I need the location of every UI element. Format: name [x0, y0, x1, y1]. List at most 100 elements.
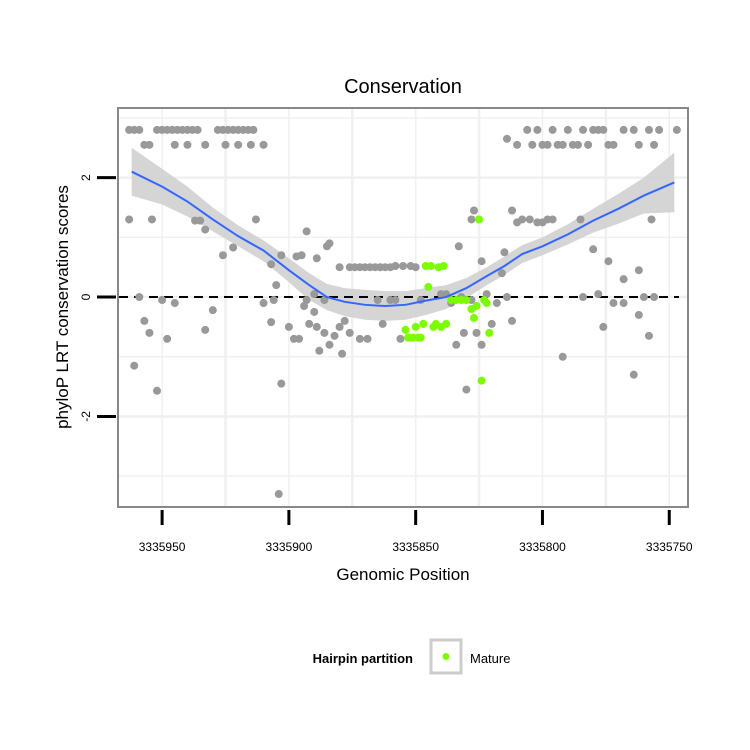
- data-point-other: [130, 361, 139, 370]
- data-point-other: [345, 328, 354, 337]
- data-point-other: [528, 140, 537, 149]
- data-point-other: [523, 125, 532, 134]
- legend-key-mature: [442, 653, 450, 660]
- data-point-other: [558, 140, 567, 149]
- data-point-other: [497, 269, 506, 278]
- data-point-other: [221, 140, 230, 149]
- data-point-other: [320, 328, 329, 337]
- data-point-other: [325, 239, 334, 248]
- data-point-other: [619, 125, 628, 134]
- data-point-other: [201, 140, 210, 149]
- data-point-other: [277, 379, 286, 388]
- data-point-other: [251, 215, 260, 224]
- data-point-other: [584, 140, 593, 149]
- data-point-other: [462, 385, 471, 394]
- data-point-other: [650, 293, 659, 302]
- data-point-other: [589, 245, 598, 254]
- data-point-mature: [411, 322, 420, 331]
- data-point-other: [310, 290, 319, 299]
- legend-label-mature: Mature: [470, 651, 510, 666]
- data-point-other: [277, 251, 286, 260]
- data-point-other: [604, 257, 613, 266]
- data-point-other: [259, 299, 268, 308]
- data-point-other: [335, 322, 344, 331]
- data-point-other: [218, 251, 227, 260]
- data-point-other: [579, 293, 588, 302]
- data-point-other: [647, 215, 656, 224]
- data-point-other: [193, 125, 202, 134]
- data-point-other: [272, 281, 281, 290]
- data-point-mature: [416, 333, 425, 342]
- data-point-other: [492, 299, 501, 308]
- data-point-other: [315, 346, 324, 355]
- data-point-other: [452, 340, 461, 349]
- data-point-other: [576, 215, 585, 224]
- data-point-other: [310, 307, 319, 316]
- data-point-other: [500, 248, 509, 257]
- data-point-other: [234, 140, 243, 149]
- data-point-mature: [482, 299, 491, 308]
- data-point-other: [338, 349, 347, 358]
- data-point-other: [158, 296, 167, 305]
- data-point-other: [135, 293, 144, 302]
- data-point-other: [609, 140, 618, 149]
- data-point-mature: [485, 328, 494, 337]
- data-point-other: [363, 334, 372, 343]
- data-point-mature: [470, 313, 478, 322]
- data-point-other: [305, 319, 314, 328]
- data-point-other: [629, 125, 638, 134]
- data-point-other: [325, 340, 334, 349]
- data-point-other: [644, 125, 653, 134]
- data-point-other: [477, 340, 486, 349]
- legend-key-box: [429, 638, 463, 675]
- data-point-other: [459, 328, 468, 337]
- data-point-other: [579, 125, 588, 134]
- data-point-other: [300, 302, 309, 311]
- data-point-other: [145, 328, 154, 337]
- data-point-other: [145, 140, 154, 149]
- data-point-other: [482, 290, 491, 299]
- plot-frame: [117, 107, 689, 508]
- plot-panel: [119, 109, 687, 506]
- x-tick-label: 3335850: [392, 540, 439, 554]
- x-axis-title: Genomic Position: [336, 565, 469, 584]
- data-point-other: [513, 140, 522, 149]
- data-point-other: [594, 290, 603, 299]
- data-point-other: [548, 215, 557, 224]
- data-point-mature: [401, 325, 410, 334]
- data-point-other: [249, 125, 258, 134]
- x-tick-label: 3335800: [519, 540, 566, 554]
- data-point-other: [335, 263, 344, 272]
- data-point-other: [274, 490, 283, 499]
- data-point-mature: [472, 302, 481, 311]
- data-point-other: [639, 293, 648, 302]
- data-point-other: [558, 352, 567, 361]
- data-point-other: [355, 334, 364, 343]
- data-point-other: [467, 215, 476, 224]
- chart-title: Conservation: [344, 76, 462, 98]
- data-point-mature: [442, 319, 451, 328]
- y-tick-label: -2: [79, 411, 93, 422]
- data-point-other: [599, 322, 608, 331]
- y-tick-label: 0: [79, 293, 93, 300]
- data-point-other: [297, 251, 306, 260]
- data-point-other: [563, 125, 572, 134]
- data-point-other: [140, 316, 149, 325]
- data-point-other: [619, 299, 628, 308]
- data-point-other: [502, 134, 511, 143]
- data-point-other: [629, 370, 638, 379]
- data-point-other: [543, 140, 552, 149]
- data-point-other: [508, 316, 517, 325]
- data-point-mature: [462, 296, 471, 305]
- data-point-other: [196, 216, 205, 225]
- data-point-other: [619, 275, 628, 284]
- y-axis-title: phyloP LRT conservation scores: [53, 185, 72, 429]
- legend-title: Hairpin partition: [313, 651, 413, 666]
- data-point-other: [183, 140, 192, 149]
- data-point-other: [609, 299, 618, 308]
- data-point-other: [634, 266, 643, 275]
- data-point-other: [170, 140, 179, 149]
- data-point-other: [373, 296, 382, 305]
- data-point-other: [472, 328, 481, 337]
